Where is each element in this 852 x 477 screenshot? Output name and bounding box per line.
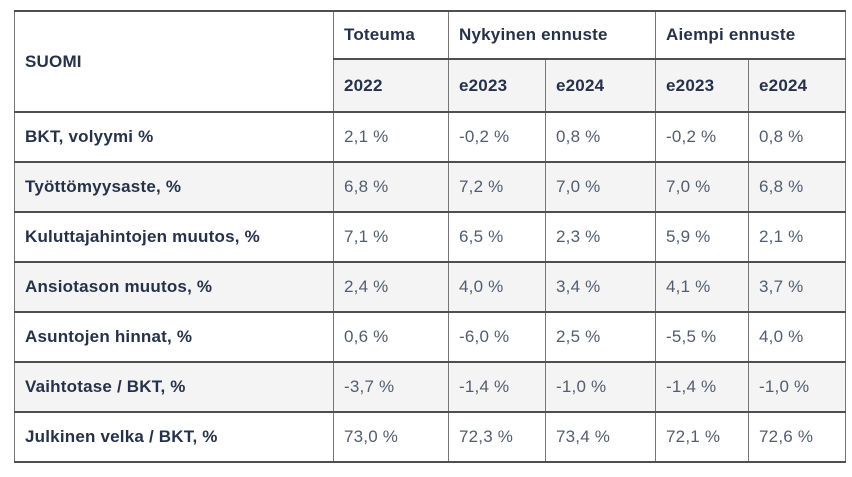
cell-value: -0,2 % (655, 111, 750, 163)
cell-value: 7,0 % (655, 161, 750, 213)
cell-value: 2,3 % (544, 211, 657, 263)
cell-value: 4,1 % (655, 261, 750, 313)
table-row-bkt-volyymi: BKT, volyymi % 2,1 % -0,2 % 0,8 % -0,2 %… (14, 111, 847, 163)
column-header-e2023-previous: e2023 (655, 58, 750, 113)
cell-value: 3,7 % (748, 261, 847, 313)
row-label: Työttömyysaste, % (14, 161, 334, 213)
cell-value: 7,1 % (333, 211, 449, 263)
row-label: Vaihtotase / BKT, % (14, 361, 334, 413)
finland-forecast-table: SUOMI Toteuma Nykyinen ennuste Aiempi en… (14, 10, 847, 463)
column-header-e2023-current: e2023 (448, 58, 546, 113)
cell-value: 4,0 % (748, 311, 847, 363)
cell-value: 2,1 % (333, 111, 449, 163)
cell-value: 72,3 % (448, 411, 546, 463)
column-header-e2024-previous: e2024 (748, 58, 847, 113)
cell-value: 6,8 % (748, 161, 847, 213)
cell-value: -3,7 % (333, 361, 449, 413)
cell-value: 0,6 % (333, 311, 449, 363)
cell-value: 72,6 % (748, 411, 847, 463)
cell-value: 4,0 % (448, 261, 546, 313)
cell-value: 7,2 % (448, 161, 546, 213)
column-header-2022: 2022 (333, 58, 449, 113)
column-group-aiempi-ennuste: Aiempi ennuste (655, 10, 847, 60)
cell-value: 6,8 % (333, 161, 449, 213)
cell-value: 72,1 % (655, 411, 750, 463)
cell-value: 73,0 % (333, 411, 449, 463)
column-header-e2024-current: e2024 (544, 58, 657, 113)
table-corner-title: SUOMI (14, 10, 334, 113)
cell-value: -1,4 % (448, 361, 546, 413)
cell-value: 2,5 % (544, 311, 657, 363)
cell-value: 7,0 % (544, 161, 657, 213)
row-label: Asuntojen hinnat, % (14, 311, 334, 363)
row-label: Ansiotason muutos, % (14, 261, 334, 313)
cell-value: -5,5 % (655, 311, 750, 363)
table-row-kuluttajahintojen-muutos: Kuluttajahintojen muutos, % 7,1 % 6,5 % … (14, 211, 847, 263)
table-row-vaihtotase: Vaihtotase / BKT, % -3,7 % -1,4 % -1,0 %… (14, 361, 847, 413)
column-group-toteuma: Toteuma (333, 10, 449, 60)
table-row-ansiotason-muutos: Ansiotason muutos, % 2,4 % 4,0 % 3,4 % 4… (14, 261, 847, 313)
row-label: BKT, volyymi % (14, 111, 334, 163)
header-group-row: SUOMI Toteuma Nykyinen ennuste Aiempi en… (14, 10, 847, 113)
table-row-julkinen-velka: Julkinen velka / BKT, % 73,0 % 72,3 % 73… (14, 411, 847, 463)
cell-value: -1,4 % (655, 361, 750, 413)
row-label: Kuluttajahintojen muutos, % (14, 211, 334, 263)
cell-value: 2,1 % (748, 211, 847, 263)
cell-value: 0,8 % (748, 111, 847, 163)
table-row-tyottomyysaste: Työttömyysaste, % 6,8 % 7,2 % 7,0 % 7,0 … (14, 161, 847, 213)
cell-value: -6,0 % (448, 311, 546, 363)
cell-value: -0,2 % (448, 111, 546, 163)
row-label: Julkinen velka / BKT, % (14, 411, 334, 463)
cell-value: 5,9 % (655, 211, 750, 263)
cell-value: 3,4 % (544, 261, 657, 313)
cell-value: 2,4 % (333, 261, 449, 313)
cell-value: 73,4 % (544, 411, 657, 463)
header-year-row: 2022 e2023 e2024 e2023 e2024 (15, 58, 847, 113)
table-row-asuntojen-hinnat: Asuntojen hinnat, % 0,6 % -6,0 % 2,5 % -… (14, 311, 847, 363)
column-group-nykyinen-ennuste: Nykyinen ennuste (447, 10, 657, 60)
cell-value: 0,8 % (544, 111, 657, 163)
cell-value: 6,5 % (448, 211, 546, 263)
cell-value: -1,0 % (544, 361, 657, 413)
cell-value: -1,0 % (748, 361, 847, 413)
